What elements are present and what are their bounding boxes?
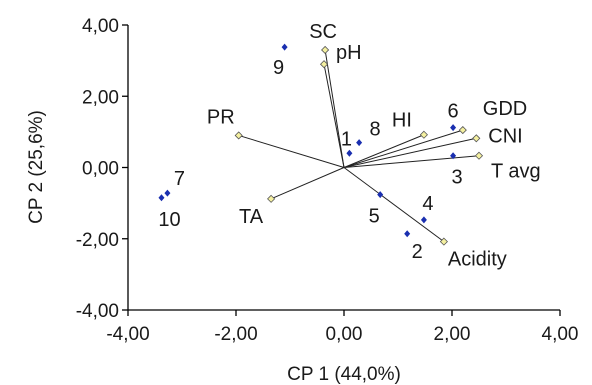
y-tick-label: 0,00 [82,159,119,180]
loading-vector-line [324,49,345,168]
y-axis-title: CP 2 (25,6%) [26,110,47,224]
loading-vector-end [234,131,243,140]
x-tick-label: 4,00 [542,324,579,345]
variable-label: TA [239,206,264,228]
observation-label: 6 [448,101,459,123]
variable-label: SC [309,21,337,43]
observation-point [450,124,457,132]
loading-vector-line [343,134,425,168]
loading-vector-line [343,137,477,168]
loading-vectors [234,45,484,246]
observation-label: 4 [422,193,433,215]
observation-label: 1 [341,128,352,150]
observation-label: 7 [174,168,185,190]
variable-label: PR [207,106,235,128]
loading-vector-end [474,151,484,160]
variable-label: Acidity [448,249,507,271]
x-tick-label: 0,00 [326,324,363,345]
variable-label: GDD [483,98,527,120]
loading-vector-end [472,134,481,143]
loading-vector-end [321,45,330,55]
axes: -4,00-4,00 -2,00 -2,00 0,00 0,00 2,00 2,00 4,00… [76,16,579,345]
observation-label: 5 [369,206,380,228]
loading-vector-end [419,130,428,139]
y-tick-label: -4,00 [76,301,119,322]
observation-label: 9 [273,57,284,79]
variable-label: pH [336,42,362,64]
x-axis-title: CP 1 (44,0%) [287,364,401,385]
loading-vector-line [270,167,345,200]
variable-label: HI [392,110,412,132]
observation-point [346,149,353,157]
loading-vector-line [323,64,345,168]
x-tick-label: -2,00 [214,324,257,345]
loading-vector-end [319,60,329,69]
observation-point [164,189,171,197]
x-tick-label: 2,00 [434,324,471,345]
observation-label: 3 [452,167,463,189]
observation-label: 2 [412,241,423,263]
loading-vector-end [458,126,467,135]
observation-label: 8 [370,119,381,141]
observation-point [158,194,165,202]
observation-point [281,43,288,51]
loading-vector-end [439,237,448,246]
loading-vector-line [343,129,463,168]
observation-point [377,191,384,199]
loading-vector-line [343,155,480,168]
variable-label: T avg [491,161,541,183]
observation-label: 10 [158,209,180,231]
loading-vector-end [267,194,276,203]
variable-label: CNI [488,125,522,147]
y-tick-label: -2,00 [76,230,119,251]
x-tick-label: -4,00 [106,324,149,345]
loading-vector-line [343,167,445,243]
y-tick-label: 2,00 [82,87,119,108]
loading-vector-line [238,134,345,168]
observation-point [420,216,427,224]
observations [158,43,457,238]
observation-point [450,152,457,160]
observation-point [356,139,363,147]
y-tick-label: 4,00 [82,16,119,37]
observation-point [404,230,411,238]
